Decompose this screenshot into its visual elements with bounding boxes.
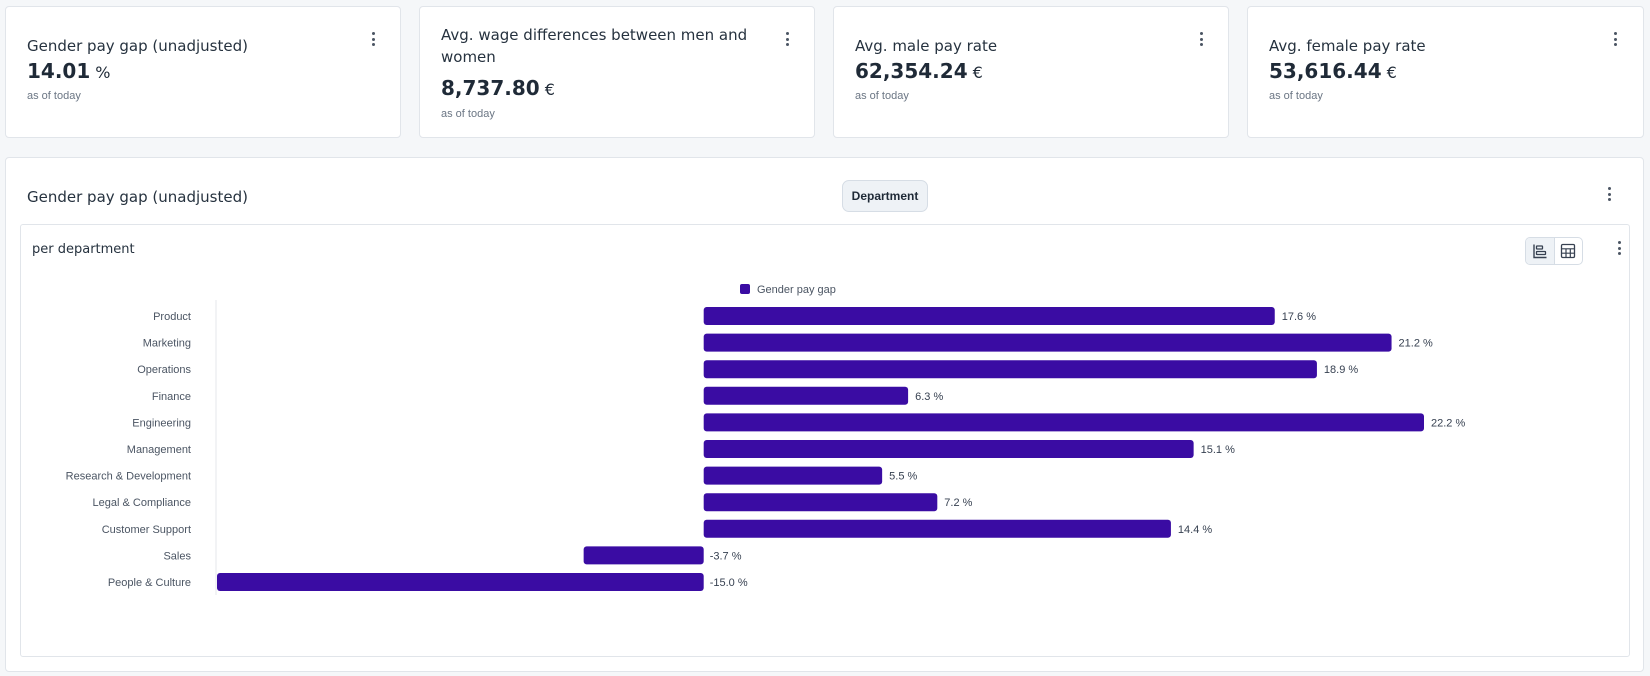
- kpi-unit: €: [1386, 63, 1397, 82]
- bar[interactable]: [583, 546, 704, 565]
- category-label: Operations: [137, 364, 191, 376]
- category-label: Engineering: [132, 417, 191, 429]
- kpi-unit: %: [95, 63, 111, 82]
- category-label: Finance: [152, 391, 191, 403]
- data-label: 7.2 %: [944, 497, 972, 509]
- department-filter-chip[interactable]: Department: [842, 180, 928, 212]
- chart-panel-title: per department: [32, 242, 135, 257]
- category-label: Marketing: [143, 338, 191, 350]
- bar[interactable]: [703, 307, 1275, 325]
- category-label: People & Culture: [108, 577, 191, 589]
- kpi-subtitle: as of today: [855, 90, 909, 102]
- table-icon: [1561, 243, 1576, 259]
- kpi-title: Avg. female pay rate: [1269, 37, 1426, 55]
- bar[interactable]: [703, 440, 1194, 458]
- category-label: Product: [153, 311, 191, 323]
- data-label: 18.9 %: [1324, 364, 1358, 376]
- more-options-icon[interactable]: [1601, 184, 1617, 204]
- bar[interactable]: [703, 360, 1317, 379]
- bar[interactable]: [703, 519, 1171, 538]
- bars-group: Product 17.6 % Marketing 21.2 % Operations 18…: [66, 307, 1465, 591]
- data-label: 17.6 %: [1282, 311, 1316, 323]
- data-label: 22.2 %: [1431, 417, 1465, 429]
- section-title: Gender pay gap (unadjusted): [27, 188, 248, 206]
- kpi-subtitle: as of today: [1269, 90, 1323, 102]
- data-label: 5.5 %: [889, 471, 917, 483]
- more-options-icon[interactable]: [779, 29, 795, 49]
- chart-panel: per department Gender pay gap: [20, 224, 1630, 657]
- data-label: -3.7 %: [710, 550, 742, 562]
- data-label: -15.0 %: [710, 577, 748, 589]
- category-label: Legal & Compliance: [93, 497, 191, 509]
- category-label: Research & Development: [66, 471, 191, 483]
- chart-legend: Gender pay gap: [740, 284, 836, 296]
- bar[interactable]: [217, 573, 704, 591]
- kpi-title: Gender pay gap (unadjusted): [27, 37, 248, 55]
- data-label: 14.4 %: [1178, 524, 1212, 536]
- kpi-value: 53,616.44 €: [1269, 59, 1397, 83]
- bar[interactable]: [703, 466, 883, 485]
- bar[interactable]: [703, 333, 1392, 352]
- kpi-card-gender-pay-gap: Gender pay gap (unadjusted) 14.01% as of…: [5, 6, 401, 138]
- bar[interactable]: [703, 386, 909, 405]
- kpi-value: 8,737.80 €: [441, 76, 555, 100]
- kpi-subtitle: as of today: [441, 108, 495, 120]
- bar[interactable]: [703, 493, 938, 512]
- kpi-subtitle: as of today: [27, 90, 81, 102]
- category-label: Sales: [163, 550, 191, 562]
- data-label: 15.1 %: [1201, 444, 1235, 456]
- more-options-icon[interactable]: [1611, 238, 1627, 258]
- table-view-button[interactable]: [1555, 238, 1583, 264]
- kpi-unit: €: [544, 80, 555, 99]
- category-label: Customer Support: [102, 524, 191, 536]
- bar[interactable]: [703, 413, 1424, 432]
- kpi-card-female-pay-rate: Avg. female pay rate 53,616.44 € as of to…: [1247, 6, 1644, 138]
- kpi-value: 14.01%: [27, 59, 111, 83]
- kpi-title: Avg. wage differences between men and wo…: [441, 26, 748, 66]
- kpi-title: Avg. male pay rate: [855, 37, 998, 55]
- category-label: Management: [127, 444, 191, 456]
- pay-gap-section: Gender pay gap (unadjusted) Department p…: [5, 157, 1644, 672]
- legend-label: Gender pay gap: [757, 284, 836, 296]
- pay-gap-bar-chart: Gender pay gap Product 17.6 % Marketing 21.…: [66, 284, 1465, 595]
- bar-chart-icon: [1533, 244, 1547, 259]
- kpi-card-male-pay-rate: Avg. male pay rate 62,354.24 € as of toda…: [833, 6, 1229, 138]
- more-options-icon[interactable]: [1607, 29, 1623, 49]
- more-options-icon[interactable]: [365, 29, 381, 49]
- kpi-value: 62,354.24 €: [855, 59, 983, 83]
- data-label: 21.2 %: [1399, 338, 1433, 350]
- data-label: 6.3 %: [915, 391, 943, 403]
- more-options-icon[interactable]: [1193, 29, 1209, 49]
- chart-view-button[interactable]: [1526, 238, 1555, 264]
- kpi-unit: €: [972, 63, 983, 82]
- legend-swatch: [740, 284, 750, 294]
- view-toggle: [1525, 237, 1583, 265]
- kpi-card-wage-difference: Avg. wage differences between men and wo…: [419, 6, 815, 138]
